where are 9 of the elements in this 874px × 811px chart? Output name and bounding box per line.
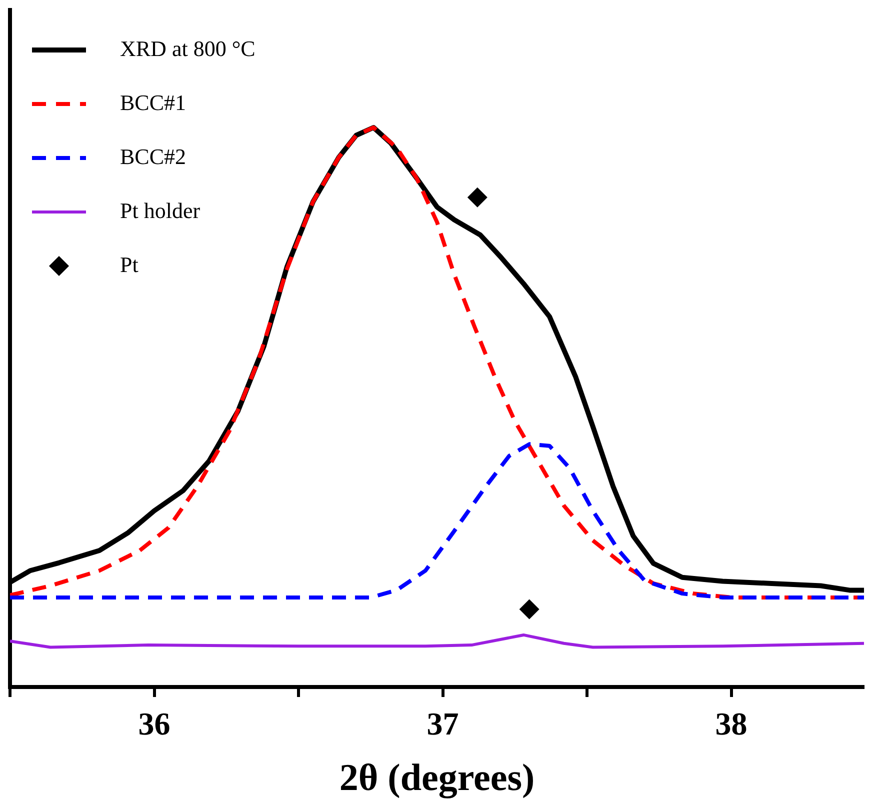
legend-label: Pt holder [120, 198, 201, 223]
legend-label: BCC#1 [120, 90, 186, 115]
legend-label: Pt [120, 252, 138, 277]
x-tick-label: 36 [138, 705, 170, 742]
legend-label: XRD at 800 °C [120, 36, 256, 61]
x-axis-title: 2θ (degrees) [339, 757, 535, 800]
x-tick-label: 37 [426, 705, 459, 742]
x-tick-label: 38 [715, 705, 748, 742]
legend-label: BCC#2 [120, 144, 186, 169]
